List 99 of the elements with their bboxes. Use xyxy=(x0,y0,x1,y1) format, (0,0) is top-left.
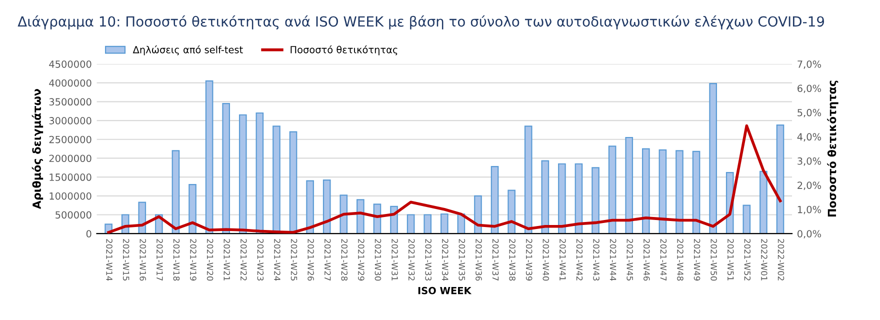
bar xyxy=(289,131,298,234)
x-tick-label: 2021-W27 xyxy=(324,239,331,280)
x-tick-label: 2021-W36 xyxy=(476,239,482,281)
bar xyxy=(238,114,247,234)
y-tick-label: 3000000 xyxy=(49,117,92,124)
x-tick-label: 2021-W49 xyxy=(694,239,700,281)
bar xyxy=(676,150,684,234)
x-tick-label: 2021-W34 xyxy=(442,239,448,281)
x-tick-label: 2021-W50 xyxy=(710,239,717,281)
y-tick-label: 0 xyxy=(86,230,92,238)
bar xyxy=(524,126,532,234)
x-tick-label: 2021-W44 xyxy=(610,239,616,281)
bar xyxy=(760,170,768,234)
y2-axis-title: Ποσοστό θετικότητας xyxy=(827,80,838,217)
x-tick-label: 2021-W51 xyxy=(727,239,734,280)
x-tick-label: 2022-W02 xyxy=(778,239,784,280)
x-tick-label: 2021-W19 xyxy=(190,239,196,281)
x-tick-label: 2021-W26 xyxy=(308,239,314,281)
bar xyxy=(222,103,230,234)
y-tick-label: 500000 xyxy=(56,211,92,219)
y-tick-label: 1500000 xyxy=(50,174,92,181)
x-tick-label: 2021-W24 xyxy=(274,239,280,281)
x-tick-label: 2021-W41 xyxy=(560,239,566,280)
x-tick-label: 2021-W14 xyxy=(106,239,112,281)
bar xyxy=(356,199,364,234)
x-tick-label: 2021-W52 xyxy=(744,239,751,280)
bar xyxy=(558,163,566,234)
y2-tick-label: 4,0% xyxy=(797,133,822,142)
y2-tick-label: 1,0% xyxy=(798,206,822,214)
bar xyxy=(541,160,550,234)
x-tick-label: 2021-W21 xyxy=(224,239,230,280)
y-tick-label: 2000000 xyxy=(49,154,92,162)
y2-tick-label: 6,0% xyxy=(798,84,822,94)
x-tick-label: 2021-W38 xyxy=(509,239,516,281)
x-tick-label: 2021-W23 xyxy=(257,239,264,281)
bar xyxy=(642,148,650,234)
bar xyxy=(625,136,634,234)
line-series xyxy=(107,124,782,234)
legend-label: Ποσοστό θετικότητας xyxy=(290,45,398,56)
x-tick-label: 2021-W22 xyxy=(240,239,247,280)
y2-tick-label: 2,0% xyxy=(798,182,822,190)
y2-tick-label: 0,0% xyxy=(798,230,822,238)
x-tick-label: 2021-W40 xyxy=(542,239,550,281)
x-tick-label: 2021-W32 xyxy=(408,239,415,280)
x-axis-title: ISO WEEK xyxy=(418,286,472,294)
y-axis-title: Αριθμός δειγμάτων xyxy=(32,89,44,210)
y-tick-label: 4000000 xyxy=(49,79,92,87)
x-tick-label: 2021-W43 xyxy=(593,239,600,281)
bar xyxy=(424,214,432,234)
x-tick-label: 2021-W17 xyxy=(156,239,163,280)
x-tick-label: 2022-W01 xyxy=(761,239,768,280)
y2-tick-label: 7,0% xyxy=(798,60,822,69)
bar xyxy=(592,167,600,234)
x-tick-label: 2021-W39 xyxy=(526,239,532,281)
bar xyxy=(574,163,583,234)
x-tick-label: 2021-W18 xyxy=(173,239,180,281)
bar xyxy=(776,124,784,234)
x-tick-label: 2021-W29 xyxy=(358,239,364,281)
x-tick-label: 2021-W15 xyxy=(122,239,130,280)
bar xyxy=(205,80,214,234)
y-tick-label: 1000000 xyxy=(50,192,92,200)
y-tick-label: 2500000 xyxy=(49,136,92,144)
x-tick-label: 2021-W28 xyxy=(341,239,348,281)
bar xyxy=(306,180,314,234)
bar xyxy=(172,150,180,234)
bar xyxy=(340,194,348,234)
bar xyxy=(440,213,448,234)
x-tick-label: 2021-W16 xyxy=(140,239,146,281)
bar xyxy=(188,184,196,234)
y2-tick-label: 3,0% xyxy=(798,157,822,166)
x-tick-label: 2021-W46 xyxy=(643,239,650,281)
bar xyxy=(608,146,616,234)
bar xyxy=(709,83,717,234)
x-tick-label: 2021-W31 xyxy=(392,239,398,280)
bar xyxy=(322,180,331,234)
y2-tick-label: 5,0% xyxy=(798,108,822,118)
legend-label: Δηλώσεις από self-test xyxy=(132,45,243,56)
x-tick-label: 2021-W47 xyxy=(660,239,667,280)
bar xyxy=(406,214,415,234)
x-tick-label: 2021-W25 xyxy=(290,239,298,280)
x-tick-label: 2021-W45 xyxy=(626,239,633,280)
x-tick-label: 2021-W20 xyxy=(206,239,214,281)
bar xyxy=(474,195,482,234)
bar xyxy=(508,190,516,234)
y-tick-label: 4500000 xyxy=(49,60,92,68)
x-tick-label: 2021-W42 xyxy=(576,239,583,280)
bar xyxy=(256,112,264,234)
bar xyxy=(658,149,667,234)
x-tick-label: 2021-W48 xyxy=(677,239,684,281)
x-tick-label: 2021-W30 xyxy=(374,239,382,281)
x-tick-label: 2021-W35 xyxy=(458,239,466,280)
bar xyxy=(692,150,700,234)
bar xyxy=(138,202,146,234)
chart-title: Διάγραμμα 10: Ποσοστό θετικότητας ανά ISO WEEK με βάση το σύνολο των αυτοδιαγνωστικών ελέγχων COVID-19 xyxy=(18,15,824,30)
bar xyxy=(490,166,499,234)
y-tick-label: 3500000 xyxy=(49,98,92,106)
x-tick-label: 2021-W37 xyxy=(492,239,499,280)
bar xyxy=(742,204,751,234)
x-tick-label: 2021-W33 xyxy=(425,239,432,281)
